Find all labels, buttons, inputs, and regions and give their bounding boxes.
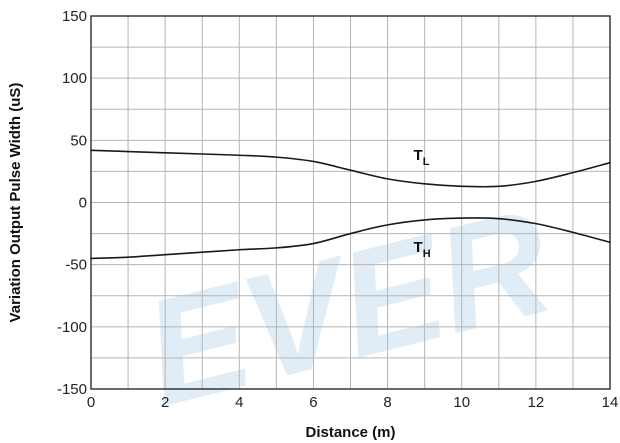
y-tick-label: -100	[57, 319, 87, 336]
series-label-sub: L	[423, 156, 430, 168]
series-label-tl: TL	[414, 147, 430, 168]
x-tick-label: 2	[161, 394, 169, 411]
x-axis-title: Distance (m)	[305, 424, 395, 441]
x-tick-label: 10	[453, 394, 470, 411]
y-tick-label: -50	[65, 257, 87, 274]
series-label-sub: H	[423, 248, 431, 260]
series-label-main: T	[414, 239, 423, 256]
y-tick-label: 0	[79, 195, 87, 212]
watermark-layer: EVER	[129, 176, 566, 438]
y-tick-label: 150	[62, 8, 87, 25]
plot-frame	[90, 15, 611, 390]
series-label-main: T	[414, 147, 423, 164]
x-tick-label: 8	[383, 394, 391, 411]
series-label-th: TH	[414, 239, 431, 260]
grid	[90, 15, 611, 390]
x-tick-label: 14	[602, 394, 619, 411]
y-axis-title: Variation Output Pulse Width (uS)	[7, 83, 24, 323]
x-tick-label: 4	[235, 394, 243, 411]
x-tick-label: 12	[528, 394, 545, 411]
series-layer	[90, 149, 611, 260]
y-tick-label: 50	[70, 132, 87, 149]
y-tick-label: -150	[57, 381, 87, 398]
watermark-text: EVER	[129, 176, 566, 438]
series-line-tl	[90, 149, 611, 188]
x-tick-label: 6	[309, 394, 317, 411]
x-tick-label: 0	[87, 394, 95, 411]
series-line-th	[90, 217, 611, 260]
y-tick-label: 100	[62, 70, 87, 87]
tick-labels: 0 2 4 6 8 10 12 14 150 100 50 0 -50 -100 -150	[57, 8, 618, 411]
